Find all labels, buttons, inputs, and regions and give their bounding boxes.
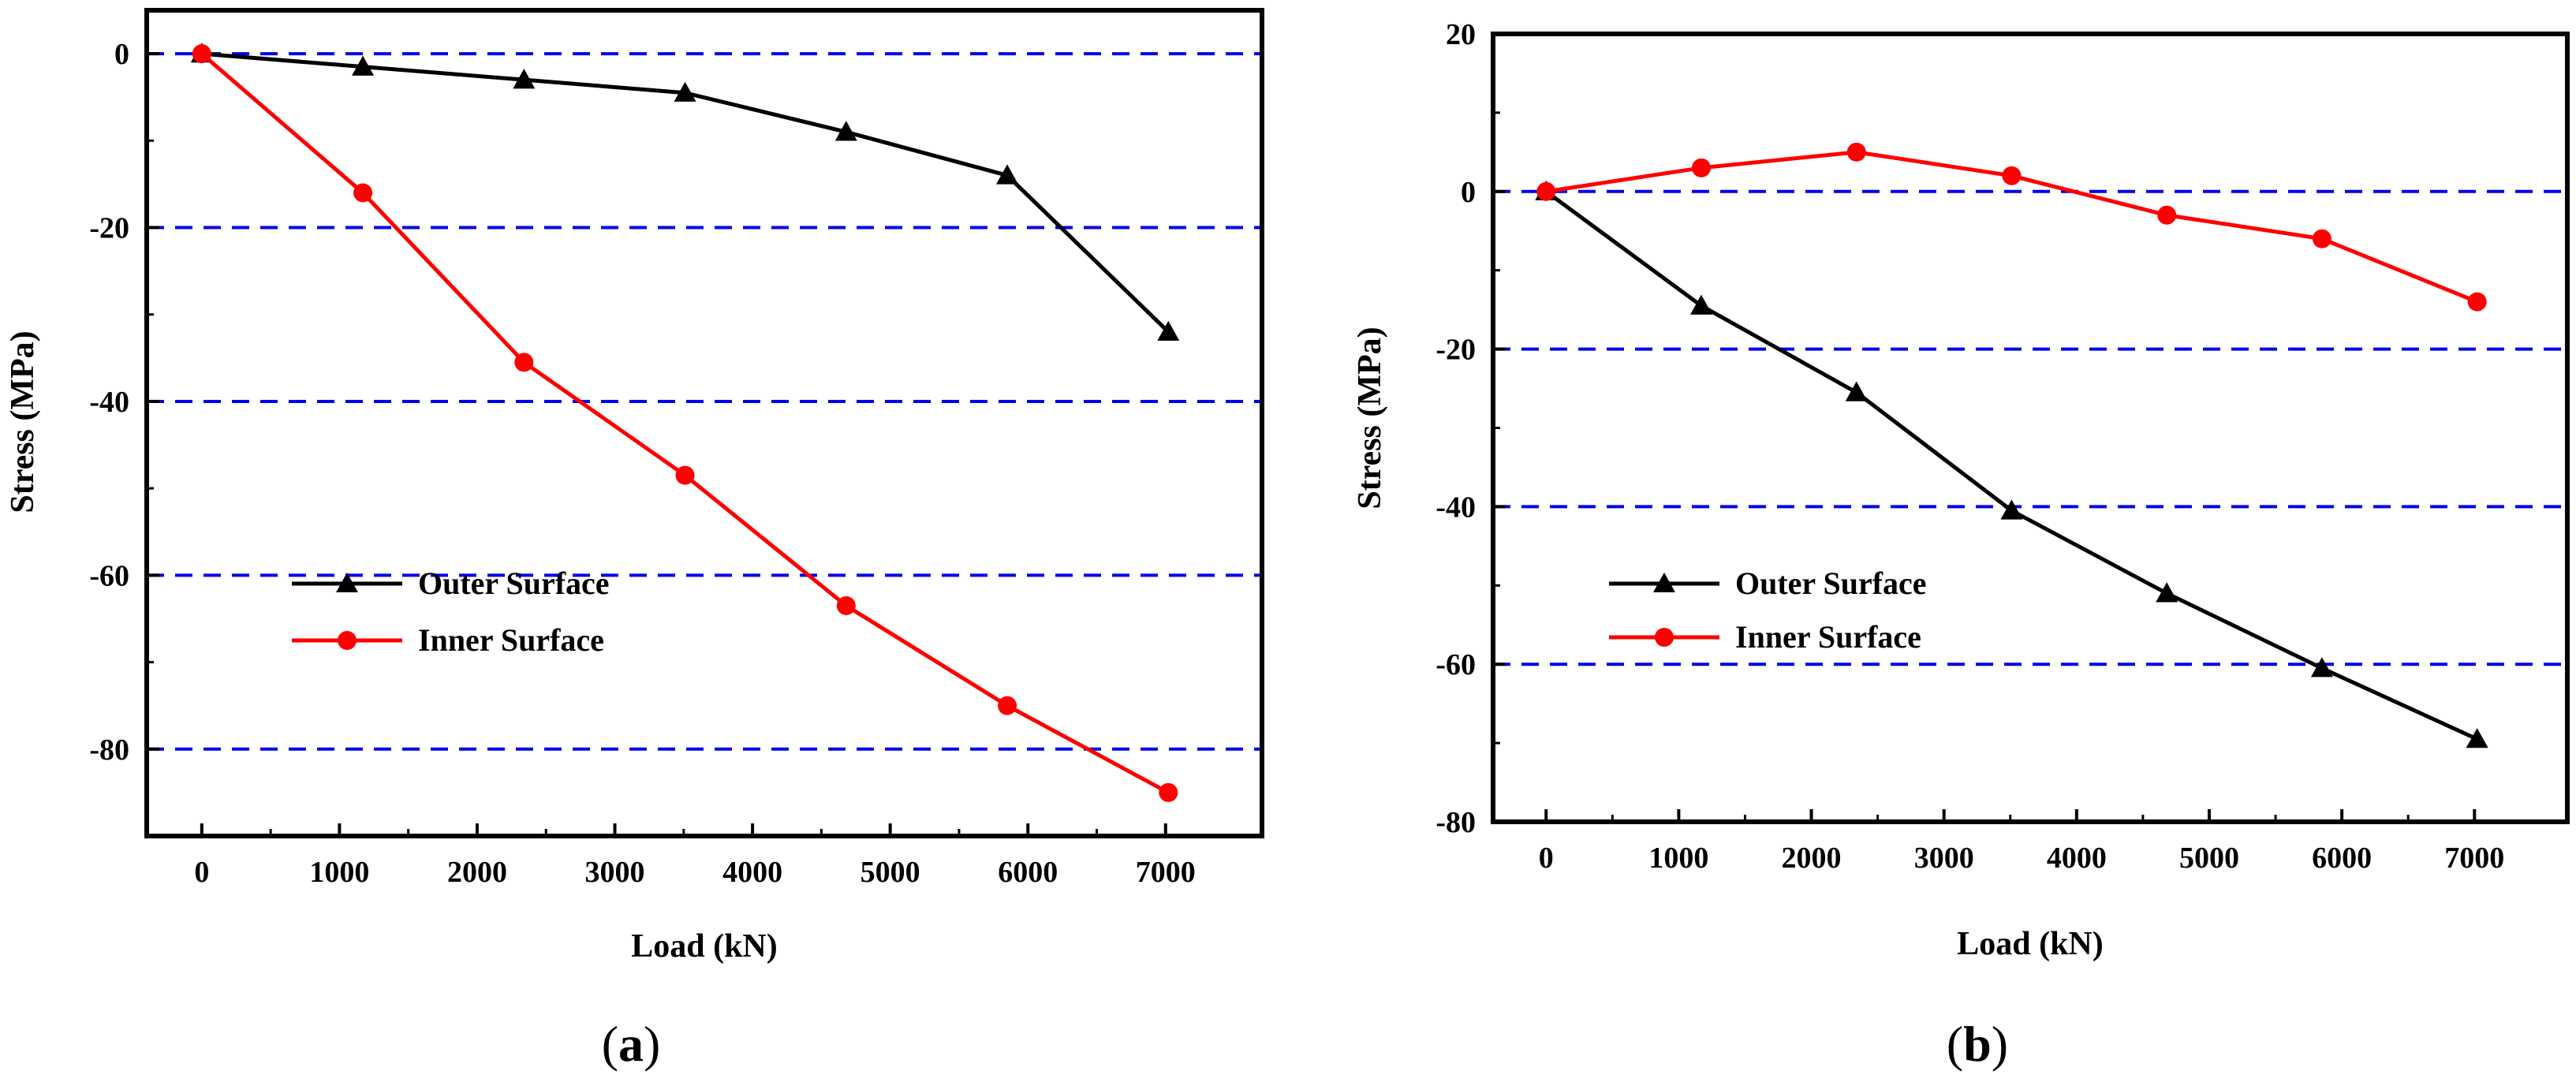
y-tick-label-a--80: -80 — [89, 733, 129, 767]
data-point-a-outer-surface-2 — [513, 69, 536, 89]
data-point-a-outer-surface-3 — [674, 81, 696, 102]
legend-marker-b-inner-surface — [1655, 628, 1674, 647]
y-tick-label-b--40: -40 — [1435, 491, 1476, 524]
legend-marker-a-inner-surface — [338, 631, 357, 650]
data-point-b-inner-surface-0 — [1536, 181, 1556, 201]
data-point-a-outer-surface-1 — [352, 55, 375, 76]
x-tick-label-a-2000: 2000 — [447, 856, 507, 889]
legend-marker-a-outer-surface — [336, 573, 358, 592]
legend-label-a-inner-surface: Inner Surface — [418, 622, 604, 658]
data-point-a-outer-surface-5 — [996, 164, 1019, 185]
data-point-b-outer-surface-2 — [1845, 381, 1868, 401]
data-point-a-outer-surface-4 — [834, 121, 857, 141]
y-tick-label-a--60: -60 — [89, 559, 129, 592]
y-axis-title-b: Stress (MPa) — [1352, 327, 1388, 509]
x-tick-label-b-4000: 4000 — [2047, 842, 2107, 875]
chart-panel-a: 0 1000 2000 3000 4000 5000 6000 7000 0 -20 -40 -60 -… — [5, 8, 1264, 965]
data-point-b-inner-surface-6 — [2467, 292, 2487, 312]
x-tick-label-b-3000: 3000 — [1914, 842, 1974, 875]
data-point-b-outer-surface-1 — [1689, 294, 1712, 315]
y-tick-label-b--20: -20 — [1435, 334, 1476, 367]
legend-marker-b-outer-surface — [1653, 573, 1675, 592]
data-point-a-inner-surface-4 — [836, 595, 856, 615]
data-point-b-outer-surface-6 — [2466, 728, 2488, 748]
y-tick-label-b-0: 0 — [1461, 176, 1476, 209]
data-point-b-outer-surface-3 — [2000, 499, 2023, 520]
y-tick-label-b--60: -60 — [1435, 648, 1476, 681]
legend-label-a-outer-surface: Outer Surface — [418, 565, 610, 601]
x-axis-title-b: Load (kN) — [1957, 926, 2104, 962]
panel-label-b: (b) — [1947, 1016, 2008, 1072]
x-tick-label-a-6000: 6000 — [998, 856, 1058, 889]
y-tick-label-a--40: -40 — [89, 386, 129, 419]
series-line-b-outer-surface — [1544, 189, 2478, 741]
x-tick-label-a-5000: 5000 — [861, 856, 920, 889]
x-tick-label-b-7000: 7000 — [2444, 842, 2504, 875]
data-point-a-inner-surface-0 — [192, 44, 211, 64]
legend-label-b-outer-surface: Outer Surface — [1735, 565, 1927, 601]
legend-label-b-inner-surface: Inner Surface — [1735, 619, 1921, 655]
data-point-b-inner-surface-1 — [1691, 158, 1711, 177]
chart-panel-b: 0 1000 2000 3000 4000 5000 6000 7000 20 0 -20 -40 -6… — [1352, 18, 2570, 962]
x-tick-label-a-0: 0 — [194, 856, 209, 889]
data-point-a-inner-surface-1 — [353, 183, 373, 203]
x-axis-title-a: Load (kN) — [631, 928, 778, 965]
data-point-a-inner-surface-2 — [514, 353, 534, 372]
x-tick-label-b-5000: 5000 — [2179, 842, 2239, 875]
data-point-a-outer-surface-6 — [1157, 320, 1180, 341]
panel-label-a: (a) — [602, 1016, 661, 1072]
data-point-b-outer-surface-4 — [2156, 582, 2178, 603]
series-line-a-inner-surface — [200, 52, 1170, 795]
x-tick-label-b-2000: 2000 — [1782, 842, 1842, 875]
data-point-b-inner-surface-5 — [2312, 229, 2331, 248]
x-tick-label-b-0: 0 — [1539, 842, 1554, 875]
x-tick-label-a-4000: 4000 — [722, 856, 782, 889]
y-tick-label-a--20: -20 — [89, 212, 129, 245]
data-point-b-inner-surface-4 — [2157, 205, 2177, 225]
data-point-a-inner-surface-3 — [675, 465, 695, 485]
y-tick-label-b-20: 20 — [1446, 18, 1476, 51]
data-point-a-inner-surface-6 — [1159, 782, 1178, 802]
y-tick-label-b--80: -80 — [1435, 806, 1476, 839]
x-tick-label-b-1000: 1000 — [1648, 842, 1708, 875]
data-point-b-inner-surface-2 — [1846, 142, 1866, 162]
data-point-b-inner-surface-3 — [2002, 166, 2022, 185]
data-point-b-outer-surface-5 — [2310, 657, 2333, 677]
y-tick-label-a-0: 0 — [114, 38, 129, 71]
x-tick-label-b-6000: 6000 — [2312, 842, 2372, 875]
x-tick-label-a-3000: 3000 — [585, 856, 645, 889]
x-tick-label-a-7000: 7000 — [1136, 856, 1196, 889]
plot-frame-b — [1491, 32, 2570, 824]
y-axis-title-a: Stress (MPa) — [5, 330, 41, 513]
data-point-a-inner-surface-5 — [998, 696, 1017, 715]
x-tick-label-a-1000: 1000 — [309, 856, 369, 889]
plot-frame-a — [144, 8, 1264, 838]
